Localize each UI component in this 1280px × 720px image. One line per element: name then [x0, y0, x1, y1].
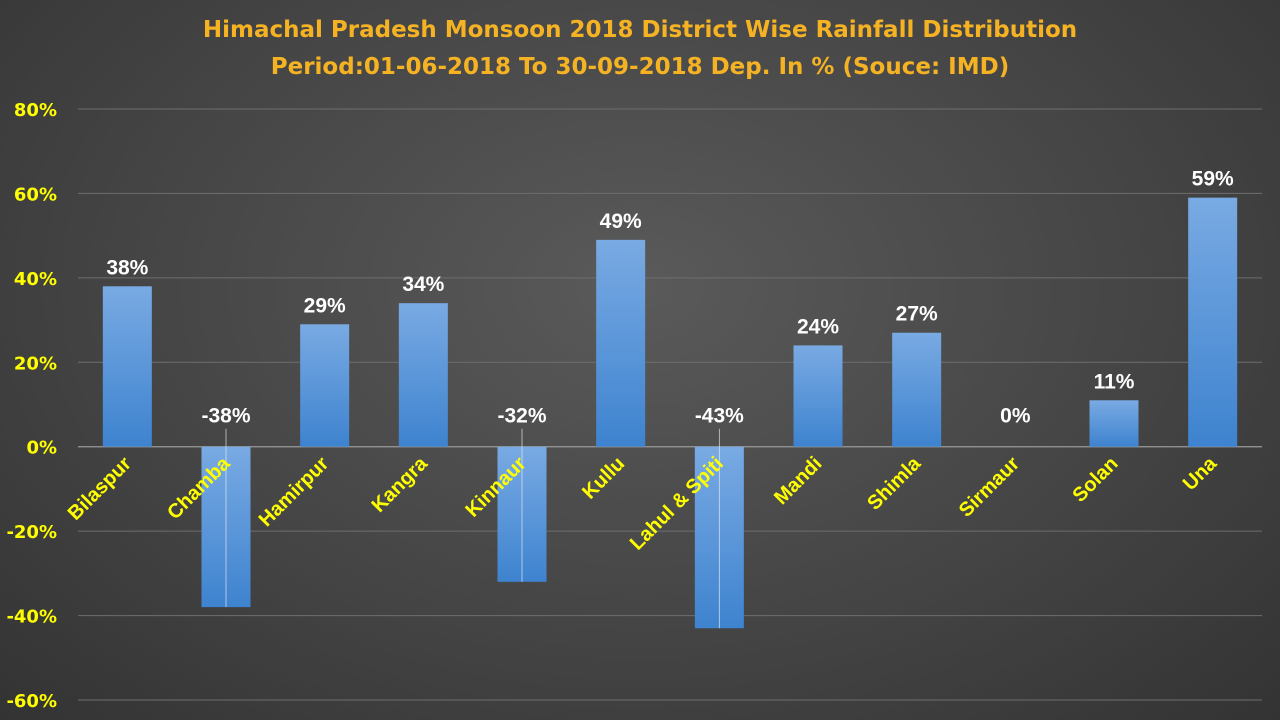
- bar: [892, 332, 942, 447]
- data-labels: 38% -38% 29% 34% -32% 49% -43% 24% 27% 0% 11% 59%: [106, 168, 1234, 629]
- data-label: 11%: [1094, 370, 1135, 393]
- category-label: Kullu: [578, 453, 629, 504]
- bar: [1188, 197, 1238, 447]
- data-label: 27%: [896, 303, 938, 326]
- category-label: Solan: [1068, 453, 1122, 507]
- data-label: 59%: [1192, 168, 1234, 191]
- y-tick-label: 0%: [26, 438, 57, 459]
- y-tick-label: -20%: [6, 522, 57, 543]
- data-label: -38%: [201, 405, 250, 428]
- category-label: Kangra: [368, 452, 433, 517]
- gridlines: [78, 108, 1262, 701]
- category-label: Sirmaur: [955, 453, 1024, 522]
- bars: [102, 197, 1238, 629]
- data-label: 29%: [304, 294, 346, 317]
- category-label: Shimla: [863, 452, 926, 515]
- y-tick-label: 20%: [14, 353, 57, 374]
- y-tick-label: 60%: [14, 184, 57, 205]
- data-label: 38%: [106, 256, 148, 279]
- bar: [793, 345, 843, 447]
- category-label: Mandi: [770, 453, 826, 509]
- data-label: 34%: [402, 273, 444, 296]
- bar: [596, 239, 646, 447]
- category-label: Bilaspur: [64, 453, 136, 525]
- data-label: 49%: [600, 210, 642, 233]
- y-tick-label: -40%: [6, 607, 57, 628]
- bar: [300, 324, 350, 447]
- chart-title: Himachal Pradesh Monsoon 2018 District W…: [203, 17, 1077, 43]
- y-tick-label: -60%: [6, 691, 57, 712]
- bar: [398, 303, 448, 447]
- category-label: Una: [1179, 452, 1222, 495]
- category-label: Hamirpur: [255, 453, 334, 532]
- bar: [102, 286, 152, 447]
- data-label: 0%: [1000, 405, 1031, 428]
- y-axis-ticks: 80% 60% 40% 20% 0% -20% -40% -60%: [6, 100, 57, 712]
- chart-subtitle: Period:01-06-2018 To 30-09-2018 Dep. In …: [271, 54, 1009, 80]
- data-label: 24%: [797, 315, 839, 338]
- bar: [1089, 400, 1139, 447]
- data-label: -43%: [695, 405, 744, 428]
- data-label: -32%: [497, 405, 546, 428]
- y-tick-label: 80%: [14, 100, 57, 121]
- y-tick-label: 40%: [14, 269, 57, 290]
